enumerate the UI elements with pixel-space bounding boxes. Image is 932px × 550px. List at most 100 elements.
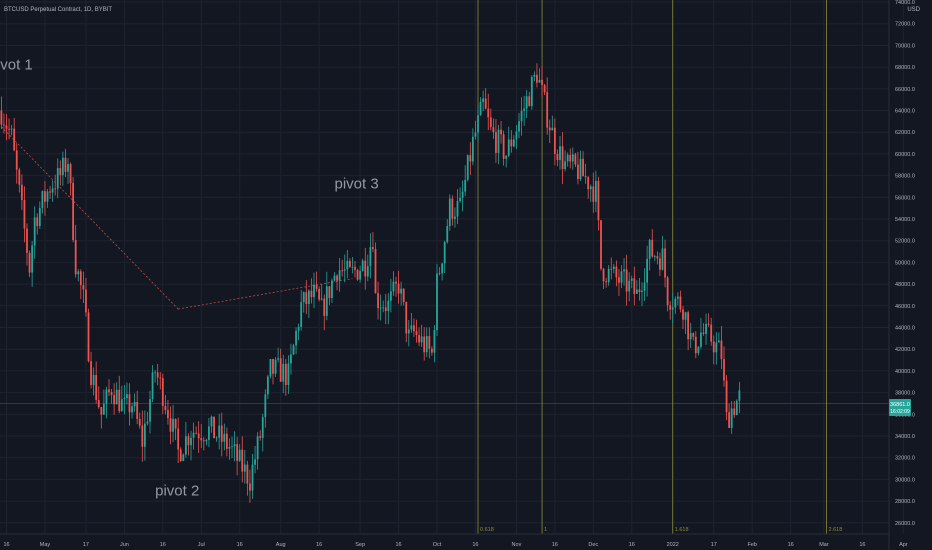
pivot-labels: pivot 1 pivot 2 pivot 3 bbox=[0, 56, 379, 499]
candle bbox=[497, 124, 500, 165]
candle bbox=[471, 128, 474, 166]
candle bbox=[428, 327, 431, 359]
candle bbox=[126, 382, 128, 405]
candle bbox=[302, 291, 305, 313]
candle bbox=[425, 327, 428, 358]
candle-body bbox=[689, 333, 692, 340]
candle-body bbox=[100, 407, 103, 415]
candle-body bbox=[72, 183, 75, 240]
candle-body bbox=[290, 354, 292, 364]
candle bbox=[136, 390, 139, 425]
candle bbox=[669, 301, 672, 320]
candle bbox=[610, 257, 613, 280]
candle bbox=[648, 238, 651, 271]
candle-body bbox=[266, 376, 269, 395]
candle bbox=[533, 71, 536, 81]
price-axis[interactable]: 26000.028000.030000.032000.034000.036000… bbox=[895, 0, 915, 527]
candle bbox=[231, 436, 233, 459]
pivot-label: pivot 1 bbox=[0, 56, 33, 73]
price-tick-label: 56000.0 bbox=[895, 195, 915, 201]
candle bbox=[723, 346, 725, 387]
candle-body bbox=[479, 101, 482, 116]
candle bbox=[26, 223, 28, 266]
fib-label: 1.618 bbox=[675, 527, 689, 533]
candle-body bbox=[430, 348, 433, 353]
candle-body bbox=[318, 288, 321, 300]
candle bbox=[541, 66, 543, 97]
candle-body bbox=[643, 282, 646, 291]
candle bbox=[115, 382, 118, 405]
candle-body bbox=[256, 436, 259, 460]
candle bbox=[307, 289, 310, 319]
price-tick-label: 52000.0 bbox=[895, 239, 915, 245]
candle bbox=[190, 430, 192, 461]
candle-body bbox=[725, 380, 728, 413]
price-tick-label: 50000.0 bbox=[895, 260, 915, 266]
candle-body bbox=[174, 418, 177, 429]
candle bbox=[451, 195, 454, 226]
candle bbox=[420, 324, 423, 347]
candle-body bbox=[687, 312, 690, 340]
candle-body bbox=[454, 216, 456, 219]
candle bbox=[210, 415, 213, 433]
candle-body bbox=[559, 146, 561, 161]
candle-body bbox=[466, 155, 469, 180]
candle-body bbox=[3, 124, 5, 126]
candle-body bbox=[218, 425, 221, 438]
candle-body bbox=[184, 436, 187, 455]
time-tick-label: 2022 bbox=[667, 542, 679, 548]
candle-body bbox=[128, 394, 131, 413]
candle-body bbox=[561, 146, 564, 170]
candle bbox=[113, 383, 116, 415]
candle-body bbox=[118, 389, 121, 412]
candle bbox=[213, 416, 215, 439]
candle-body bbox=[220, 425, 223, 442]
candle-body bbox=[720, 340, 723, 360]
candle bbox=[495, 119, 497, 163]
candle-body bbox=[594, 180, 597, 202]
candle bbox=[479, 97, 482, 116]
candle-body bbox=[41, 191, 44, 208]
candle-body bbox=[574, 154, 577, 165]
candle bbox=[474, 120, 477, 140]
time-axis[interactable]: 16 May 17 Jun 16 Jul 16 Aug 16 Sep 16 Oct 16 Nov 16 Dec… bbox=[3, 542, 932, 548]
candle bbox=[556, 149, 559, 167]
candle bbox=[274, 357, 277, 378]
candle-body bbox=[402, 288, 405, 302]
candle-body bbox=[413, 325, 415, 332]
candle-body bbox=[87, 312, 90, 362]
time-tick-label: 16 bbox=[237, 542, 243, 548]
candle-body bbox=[456, 200, 459, 217]
candle bbox=[13, 118, 16, 152]
candle-body bbox=[138, 419, 141, 426]
time-tick-label: 16 bbox=[552, 542, 558, 548]
candle bbox=[333, 272, 336, 282]
candle bbox=[187, 433, 190, 456]
candle-body bbox=[717, 340, 720, 343]
candle bbox=[620, 265, 623, 289]
candle bbox=[456, 189, 459, 225]
candle bbox=[602, 267, 605, 290]
time-tick-label: Sep bbox=[355, 542, 365, 548]
candle bbox=[23, 186, 26, 243]
candle bbox=[69, 162, 72, 196]
candle-body bbox=[418, 334, 420, 343]
candle-body bbox=[274, 359, 277, 374]
candle-body bbox=[541, 79, 543, 86]
candle-body bbox=[143, 423, 146, 447]
candle-body bbox=[36, 217, 39, 227]
candle-body bbox=[387, 300, 390, 312]
candle-body bbox=[115, 389, 118, 405]
candle-body bbox=[579, 158, 582, 180]
candle bbox=[64, 148, 67, 178]
candle-body bbox=[612, 266, 615, 269]
candle bbox=[502, 130, 505, 166]
price-tick-label: 44000.0 bbox=[895, 326, 915, 332]
candle-body bbox=[161, 378, 164, 406]
candle-body bbox=[18, 169, 21, 185]
candle bbox=[433, 325, 436, 363]
candle-body bbox=[23, 200, 26, 229]
pivot-connector-line bbox=[178, 278, 353, 310]
time-tick-label: Jul bbox=[198, 542, 205, 548]
